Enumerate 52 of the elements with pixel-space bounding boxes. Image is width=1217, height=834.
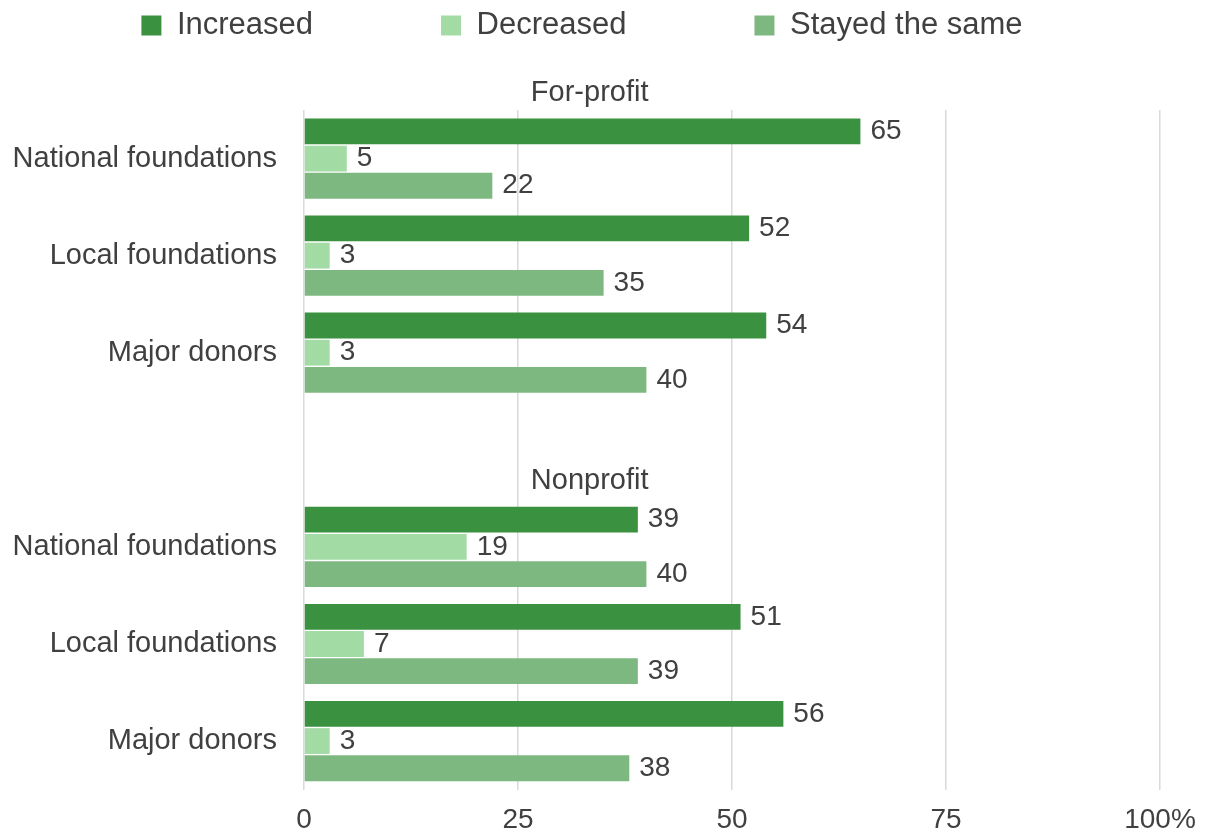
y-tick-label: Major donors bbox=[107, 334, 277, 367]
bar bbox=[304, 172, 493, 199]
data-label: 51 bbox=[750, 599, 782, 631]
bar bbox=[304, 118, 861, 145]
bar bbox=[304, 366, 647, 393]
data-label: 39 bbox=[647, 653, 679, 685]
data-label: 54 bbox=[776, 308, 808, 340]
legend-label: Increased bbox=[176, 6, 314, 42]
bar bbox=[304, 269, 604, 296]
legend-label: Decreased bbox=[476, 6, 627, 42]
bar bbox=[304, 242, 330, 269]
bar bbox=[304, 533, 467, 560]
bar bbox=[304, 312, 767, 339]
y-tick-label: National foundations bbox=[12, 528, 277, 561]
y-tick-label: National foundations bbox=[12, 140, 277, 173]
bar bbox=[304, 603, 741, 630]
bar bbox=[304, 145, 347, 172]
data-label: 5 bbox=[356, 141, 373, 173]
x-tick-label: 0 bbox=[296, 803, 312, 834]
bar bbox=[304, 700, 784, 727]
data-label: 3 bbox=[339, 723, 356, 755]
y-tick-label: Local foundations bbox=[49, 237, 277, 270]
data-label: 3 bbox=[339, 238, 356, 270]
x-tick-label: 100% bbox=[1124, 803, 1196, 834]
bar bbox=[304, 631, 364, 657]
y-tick-label: Local foundations bbox=[49, 625, 277, 658]
data-label: 40 bbox=[656, 556, 688, 588]
x-tick-label: 75 bbox=[930, 803, 962, 834]
bar bbox=[304, 506, 638, 533]
x-tick-label: 50 bbox=[716, 803, 748, 834]
data-label: 65 bbox=[870, 114, 902, 146]
data-label: 56 bbox=[793, 696, 825, 728]
bar bbox=[304, 215, 750, 242]
y-tick-label: Major donors bbox=[107, 723, 277, 756]
legend-label: Stayed the same bbox=[789, 6, 1023, 42]
data-label: 19 bbox=[476, 529, 508, 561]
bar bbox=[304, 658, 638, 685]
data-label: 52 bbox=[759, 211, 791, 243]
data-label: 3 bbox=[339, 335, 356, 367]
bar bbox=[304, 339, 330, 366]
data-label: 38 bbox=[639, 750, 671, 782]
annotation: Nonprofit bbox=[530, 462, 649, 495]
text: For-profit bbox=[530, 74, 649, 107]
x-tick-label: 25 bbox=[502, 803, 534, 834]
data-label: 35 bbox=[613, 265, 645, 297]
data-label: 39 bbox=[647, 502, 679, 534]
bar bbox=[304, 561, 647, 587]
data-label: 22 bbox=[502, 168, 534, 200]
data-label: 7 bbox=[373, 626, 390, 658]
data-label: 40 bbox=[656, 362, 688, 394]
bar bbox=[304, 755, 630, 782]
bar bbox=[304, 728, 330, 754]
